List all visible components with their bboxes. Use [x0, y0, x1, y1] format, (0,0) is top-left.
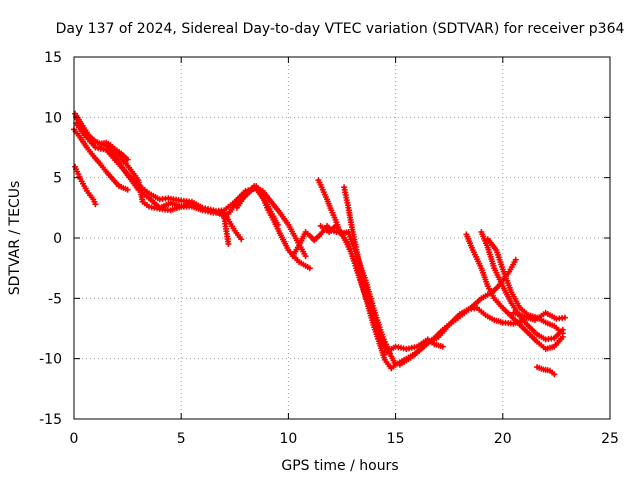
chart-title: Day 137 of 2024, Sidereal Day-to-day VTE…	[56, 21, 625, 37]
series-sat-t	[534, 364, 558, 378]
y-tick-label: 5	[53, 171, 62, 187]
series-sat-e	[73, 114, 245, 243]
x-tick-label: 10	[279, 431, 297, 447]
y-tick-label: -10	[39, 352, 62, 368]
series-markers	[73, 120, 232, 247]
series-sat-i	[289, 222, 395, 372]
series-markers	[315, 177, 393, 356]
series-sat-p	[463, 231, 566, 352]
series-sat-c	[72, 163, 99, 208]
y-tick-label: -5	[48, 291, 62, 307]
series-sat-o	[396, 305, 528, 368]
series-sat-s	[510, 309, 568, 324]
y-tick-label: 0	[53, 231, 62, 247]
series-sat-l	[341, 184, 390, 356]
series-markers	[289, 222, 395, 372]
series-markers	[73, 114, 245, 243]
series-markers	[463, 231, 566, 352]
y-axis-label: SDTVAR / TECUs	[7, 181, 23, 296]
data-series	[71, 110, 568, 378]
series-markers	[478, 229, 566, 343]
y-tick-label: 15	[44, 50, 62, 66]
series-sat-d	[73, 120, 232, 247]
series-sat-k	[315, 177, 393, 356]
y-tick-label: -15	[39, 412, 62, 428]
series-markers	[510, 309, 568, 324]
x-tick-label: 15	[387, 431, 405, 447]
series-markers	[534, 364, 558, 378]
x-tick-label: 25	[601, 431, 619, 447]
series-sat-n	[381, 336, 446, 356]
x-axis-label: GPS time / hours	[281, 458, 398, 474]
series-markers	[341, 184, 390, 356]
series-line	[464, 232, 565, 351]
series-line	[74, 115, 243, 241]
series-markers	[388, 256, 519, 372]
series-markers	[72, 163, 99, 208]
x-tick-label: 0	[70, 431, 79, 447]
axis-ticks: 0 5 10 15 20 25 -15 -10 -5 0 5 10 15	[39, 50, 619, 447]
x-tick-label: 20	[494, 431, 512, 447]
series-markers	[396, 305, 528, 368]
series-line	[291, 224, 393, 370]
series-sat-m	[388, 256, 519, 372]
y-tick-label: 10	[44, 110, 62, 126]
x-tick-label: 5	[177, 431, 186, 447]
